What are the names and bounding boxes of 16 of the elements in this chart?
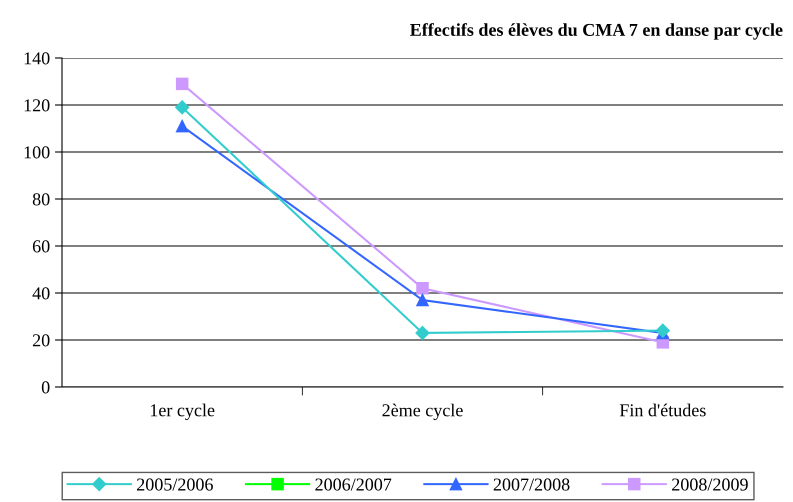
x-tick-label: 1er cycle xyxy=(150,404,214,420)
legend-label: 2006/2007 xyxy=(315,478,392,491)
y-tick-label: 20 xyxy=(32,334,50,346)
legend-label: 2007/2008 xyxy=(494,478,570,491)
y-tick-label: 0 xyxy=(42,381,50,394)
legend-label: 2005/2006 xyxy=(137,478,213,491)
y-tick-label: 40 xyxy=(32,287,50,300)
x-tick-label: 2ème cycle xyxy=(382,404,463,420)
y-tick-label: 100 xyxy=(24,146,50,158)
chart-title: Effectifs des élèves du CMA 7 en danse par cycle xyxy=(410,23,783,40)
y-tick-label: 80 xyxy=(32,193,50,206)
y-tick-label: 120 xyxy=(24,99,50,112)
x-tick-label: Fin d'études xyxy=(620,404,706,416)
y-tick-label: 140 xyxy=(24,52,50,64)
legend-label: 2008/2009 xyxy=(672,478,748,491)
y-tick-label: 60 xyxy=(32,240,50,252)
